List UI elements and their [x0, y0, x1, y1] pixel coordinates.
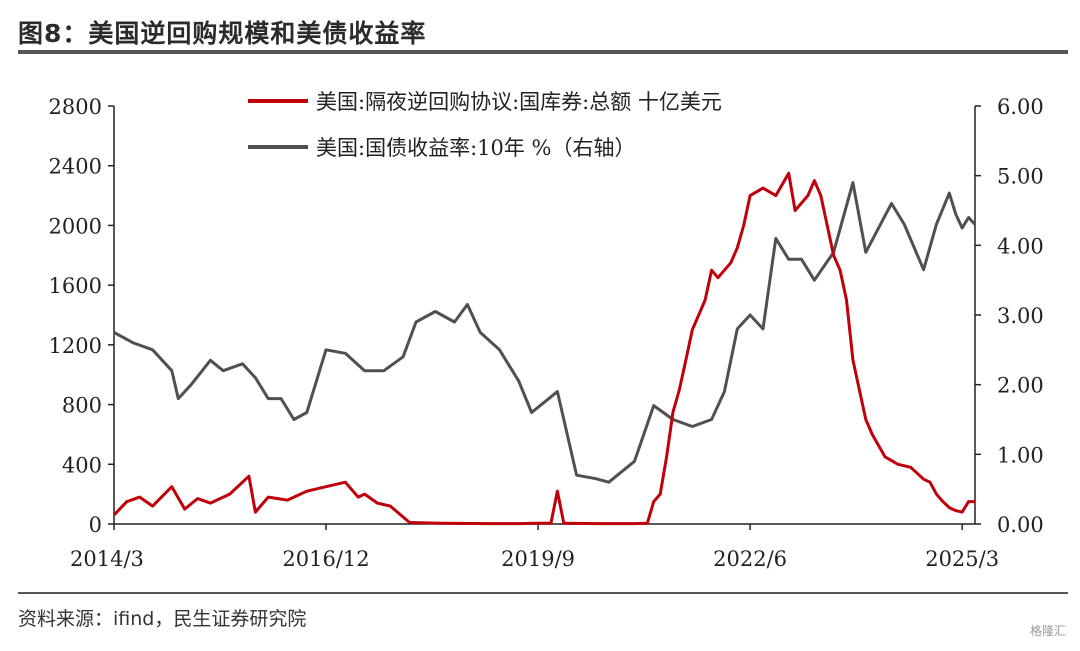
y-left-tick-label: 1600	[49, 274, 102, 298]
y-left-tick-label: 0	[89, 513, 102, 537]
y-right-tick-label: 3.00	[997, 304, 1044, 328]
y-left-tick-label: 400	[62, 453, 102, 477]
x-tick-label: 2022/6	[713, 547, 787, 571]
y-left-tick-label: 2800	[49, 95, 102, 119]
legend-label-rrp: 美国:隔夜逆回购协议:国库券:总额 十亿美元	[316, 90, 722, 114]
x-tick-label: 2019/9	[501, 547, 575, 571]
y-left-tick-label: 1200	[49, 334, 102, 358]
x-tick-label: 2025/3	[925, 547, 999, 571]
y-right-tick-label: 6.00	[997, 95, 1044, 119]
title-rule	[18, 50, 1068, 54]
source-note: 资料来源：ifind，民生证券研究院	[18, 608, 307, 630]
legend: 美国:隔夜逆回购协议:国库券:总额 十亿美元 美国:国债收益率:10年 %（右轴…	[248, 90, 722, 160]
legend-label-yield: 美国:国债收益率:10年 %（右轴）	[316, 136, 636, 160]
y-left-tick-label: 800	[62, 394, 102, 418]
y-right-tick-label: 1.00	[997, 443, 1044, 467]
y-right-tick-label: 4.00	[997, 234, 1044, 258]
watermark-logo: 格隆汇	[1029, 624, 1066, 638]
footer-rule	[18, 592, 1068, 594]
y-right-tick-label: 2.00	[997, 374, 1044, 398]
y-right-tick-label: 5.00	[997, 165, 1044, 189]
series-line-yield	[113, 181, 977, 484]
figure-title: 图8：美国逆回购规模和美债收益率	[18, 19, 427, 48]
y-left-tick-label: 2000	[49, 214, 102, 238]
y-right-tick-label: 0.00	[997, 513, 1044, 537]
series-line-rrp	[112, 171, 975, 526]
x-tick-label: 2016/12	[282, 547, 369, 571]
x-tick-label: 2014/3	[70, 547, 144, 571]
y-left-tick-label: 2400	[49, 155, 102, 179]
